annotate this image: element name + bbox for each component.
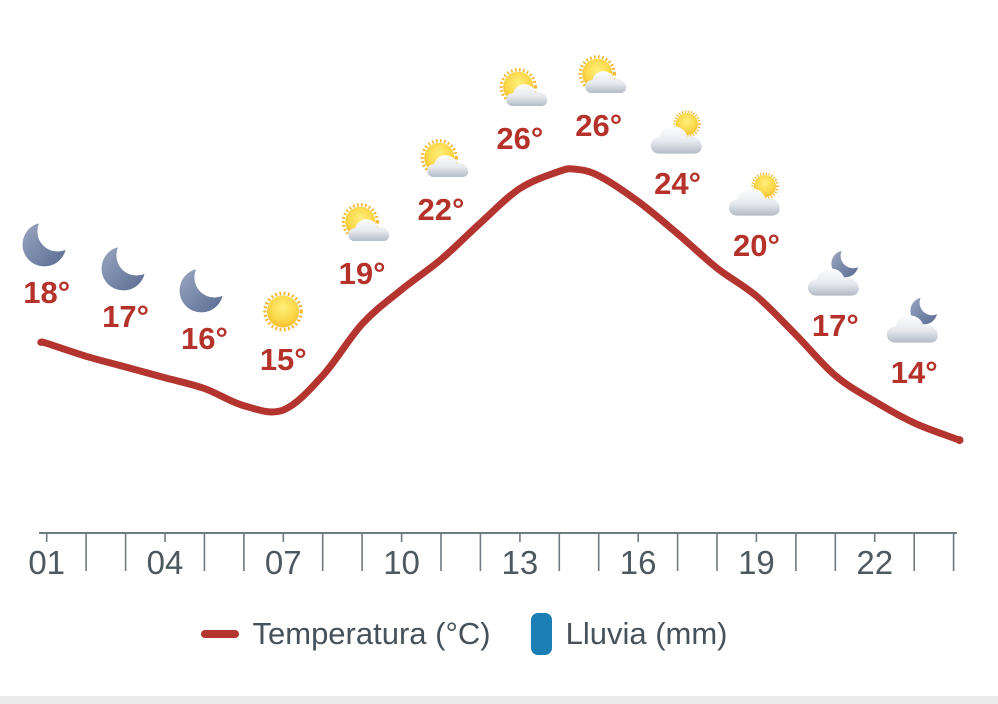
temp-label-h11: 22° (417, 191, 465, 227)
temp-label-h19: 20° (732, 228, 780, 264)
axis-label-01: 01 (28, 544, 66, 581)
cloud-sun-icon (647, 104, 709, 171)
bottom-bar (0, 696, 998, 704)
sun-cloud-icon (410, 130, 472, 197)
sun-cloud-icon (331, 195, 393, 262)
moon-icon (176, 262, 232, 323)
axis-label-13: 13 (501, 544, 539, 581)
rain-bar-swatch (530, 613, 552, 655)
temp-label-h15: 26° (575, 107, 623, 143)
temp-label-h23: 14° (890, 354, 938, 390)
axis-label-04: 04 (146, 544, 184, 581)
temperature-line-swatch (200, 630, 239, 638)
temp-label-h9: 19° (338, 256, 386, 291)
moon-icon (98, 241, 154, 302)
temp-label-h1: 18° (23, 275, 71, 311)
sun-icon (256, 285, 310, 344)
legend-label-temperatura: Temperatura (°C) (252, 616, 491, 651)
moon-icon (19, 217, 75, 278)
axis-label-19: 19 (738, 544, 775, 581)
cloud-sun-icon (725, 167, 787, 234)
cloud-moon-icon (804, 246, 866, 313)
temp-label-h13: 26° (496, 120, 544, 156)
legend-item-lluvia: Lluvia (mm) (530, 613, 728, 655)
cloud-moon-icon (883, 293, 945, 360)
temp-label-h3: 17° (102, 299, 149, 334)
temperature-curve-end (955, 436, 964, 445)
temperature-curve (37, 165, 963, 444)
axis-label-16: 16 (619, 544, 657, 581)
legend-item-temperatura: Temperatura (°C) (200, 616, 491, 652)
chart-legend: Temperatura (°C) Lluvia (mm) (0, 608, 998, 660)
axis-label-07: 07 (264, 544, 302, 581)
temp-label-h5: 16° (180, 320, 228, 356)
legend-label-lluvia: Lluvia (mm) (565, 616, 728, 651)
sun-cloud-icon (568, 46, 630, 113)
axis-label-22: 22 (856, 544, 894, 581)
temp-label-h21: 17° (811, 307, 859, 343)
axis-label-10: 10 (383, 544, 420, 581)
temp-label-h7: 15° (259, 342, 307, 377)
sun-cloud-icon (489, 59, 551, 126)
temp-label-h17: 24° (654, 165, 702, 201)
